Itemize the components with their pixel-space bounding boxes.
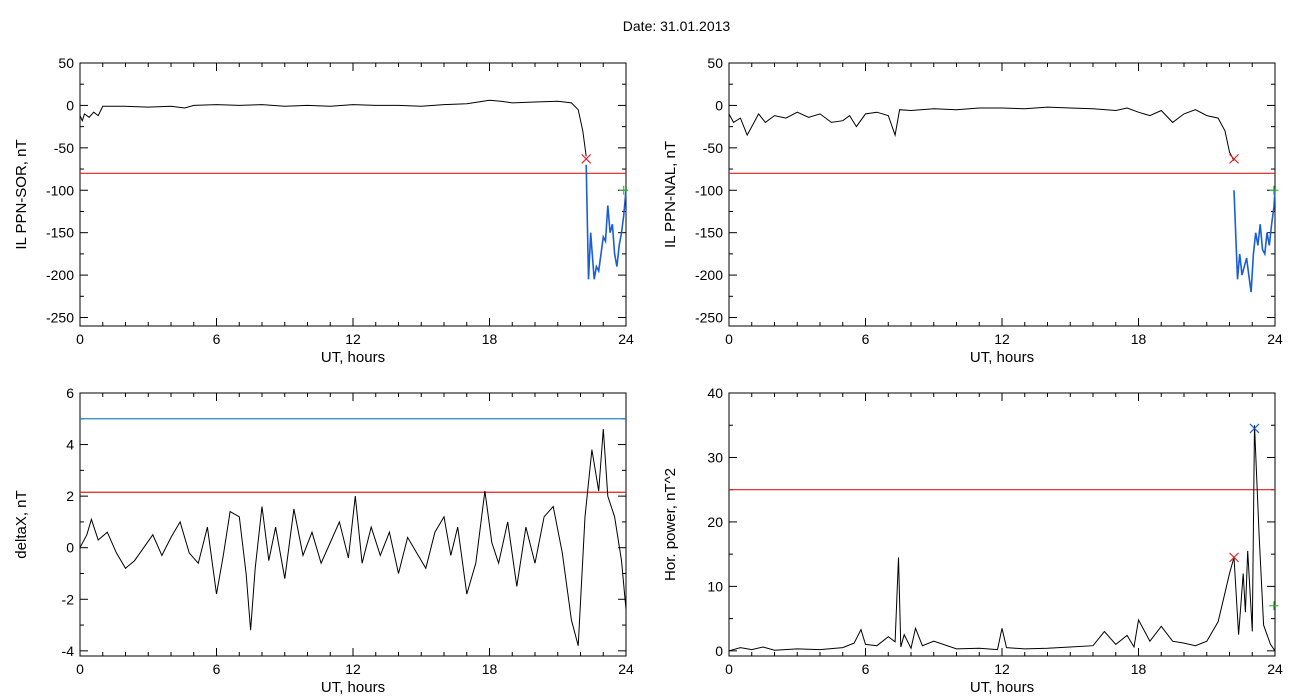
series-line bbox=[728, 106, 1235, 161]
series-line bbox=[79, 429, 627, 646]
x-tick-label: 6 bbox=[213, 661, 221, 677]
x-tick-label: 6 bbox=[862, 331, 870, 347]
marker-stroke bbox=[1229, 153, 1239, 164]
y-tick-label: 40 bbox=[707, 385, 723, 401]
y-tick-label: 20 bbox=[707, 514, 723, 530]
cross-marker bbox=[1229, 552, 1239, 563]
x-tick-label: 0 bbox=[76, 331, 84, 347]
y-tick-label: 0 bbox=[715, 643, 723, 659]
marker-stroke bbox=[581, 153, 592, 164]
y-tick-label: -100 bbox=[46, 182, 74, 198]
series-line bbox=[728, 425, 1276, 652]
x-tick-label: 12 bbox=[345, 661, 361, 677]
series-line bbox=[1233, 190, 1276, 293]
x-tick-label: 6 bbox=[213, 331, 221, 347]
cross-marker bbox=[1229, 153, 1239, 164]
x-tick-label: 24 bbox=[1267, 331, 1283, 347]
y-tick-label: 0 bbox=[66, 97, 74, 113]
plus-marker bbox=[619, 185, 629, 195]
y-tick-label: -50 bbox=[703, 140, 723, 156]
y-tick-label: -100 bbox=[695, 182, 723, 198]
chart-panel-top-right: 0 6 12 18 24 50 0 -50 -100 -150 -200 -250 UT, hours I… bbox=[662, 55, 1283, 366]
chart-date-title: Date: 31.01.2013 bbox=[622, 18, 731, 34]
y-tick-label: -150 bbox=[46, 225, 74, 241]
plot-frame bbox=[728, 392, 1276, 657]
y-tick-label: -200 bbox=[695, 267, 723, 283]
plot-frame bbox=[79, 62, 627, 327]
x-tick-label: 18 bbox=[1131, 661, 1147, 677]
y-axis-label: deltaX, nT bbox=[13, 490, 30, 558]
y-tick-label: 2 bbox=[66, 488, 74, 504]
x-tick-label: 12 bbox=[994, 661, 1010, 677]
marker-stroke bbox=[1249, 423, 1260, 434]
y-tick-label: -250 bbox=[695, 310, 723, 326]
cross-marker bbox=[1249, 423, 1260, 434]
marker-stroke bbox=[1229, 552, 1239, 563]
y-tick-label: -200 bbox=[46, 267, 74, 283]
x-tick-label: 18 bbox=[1131, 331, 1147, 347]
y-tick-label: 30 bbox=[707, 449, 723, 465]
series-line bbox=[585, 164, 627, 280]
x-tick-label: 18 bbox=[482, 331, 498, 347]
y-tick-label: 10 bbox=[707, 578, 723, 594]
x-tick-label: 0 bbox=[725, 331, 733, 347]
chart-panel-bottom-right: 0 6 12 18 24 40 30 20 10 0 UT, hours Hor. power, nT… bbox=[662, 385, 1283, 696]
chart-panel-bottom-left: 0 6 12 18 24 6 4 2 0 -2 -4 UT, hours deltaX, nT bbox=[13, 385, 634, 696]
x-tick-label: 0 bbox=[76, 661, 84, 677]
x-tick-label: 0 bbox=[725, 661, 733, 677]
plot-frame bbox=[79, 392, 627, 657]
y-tick-label: 50 bbox=[707, 55, 723, 71]
cross-marker bbox=[581, 153, 592, 164]
y-tick-label: 6 bbox=[66, 385, 74, 401]
y-tick-label: 0 bbox=[715, 97, 723, 113]
y-tick-label: 50 bbox=[58, 55, 74, 71]
x-tick-label: 24 bbox=[1267, 661, 1283, 677]
y-tick-label: -150 bbox=[695, 225, 723, 241]
y-tick-label: 0 bbox=[66, 540, 74, 556]
x-axis-label: UT, hours bbox=[970, 679, 1034, 696]
chart-panel-top-left: 0 6 12 18 24 50 0 -50 -100 -150 -200 -250 UT, hours I… bbox=[13, 55, 634, 366]
y-tick-label: -4 bbox=[62, 643, 75, 659]
x-axis-label: UT, hours bbox=[321, 679, 385, 696]
y-axis-label: Hor. power, nT^2 bbox=[662, 468, 679, 581]
x-tick-label: 24 bbox=[618, 331, 634, 347]
plot-frame bbox=[728, 62, 1276, 327]
x-tick-label: 18 bbox=[482, 661, 498, 677]
y-axis-label: IL PPN-SOR, nT bbox=[13, 139, 30, 249]
x-axis-label: UT, hours bbox=[970, 349, 1034, 366]
series-line bbox=[79, 99, 587, 157]
y-tick-label: -50 bbox=[54, 140, 74, 156]
y-tick-label: -2 bbox=[62, 591, 75, 607]
x-tick-label: 6 bbox=[862, 661, 870, 677]
plus-marker bbox=[1269, 185, 1279, 195]
x-tick-label: 12 bbox=[345, 331, 361, 347]
y-tick-label: 4 bbox=[66, 437, 74, 453]
x-tick-label: 12 bbox=[994, 331, 1010, 347]
plus-marker bbox=[1269, 601, 1279, 611]
x-axis-label: UT, hours bbox=[321, 349, 385, 366]
y-axis-label: IL PPN-NAL, nT bbox=[662, 141, 679, 248]
x-tick-label: 24 bbox=[618, 661, 634, 677]
y-tick-label: -250 bbox=[46, 310, 74, 326]
